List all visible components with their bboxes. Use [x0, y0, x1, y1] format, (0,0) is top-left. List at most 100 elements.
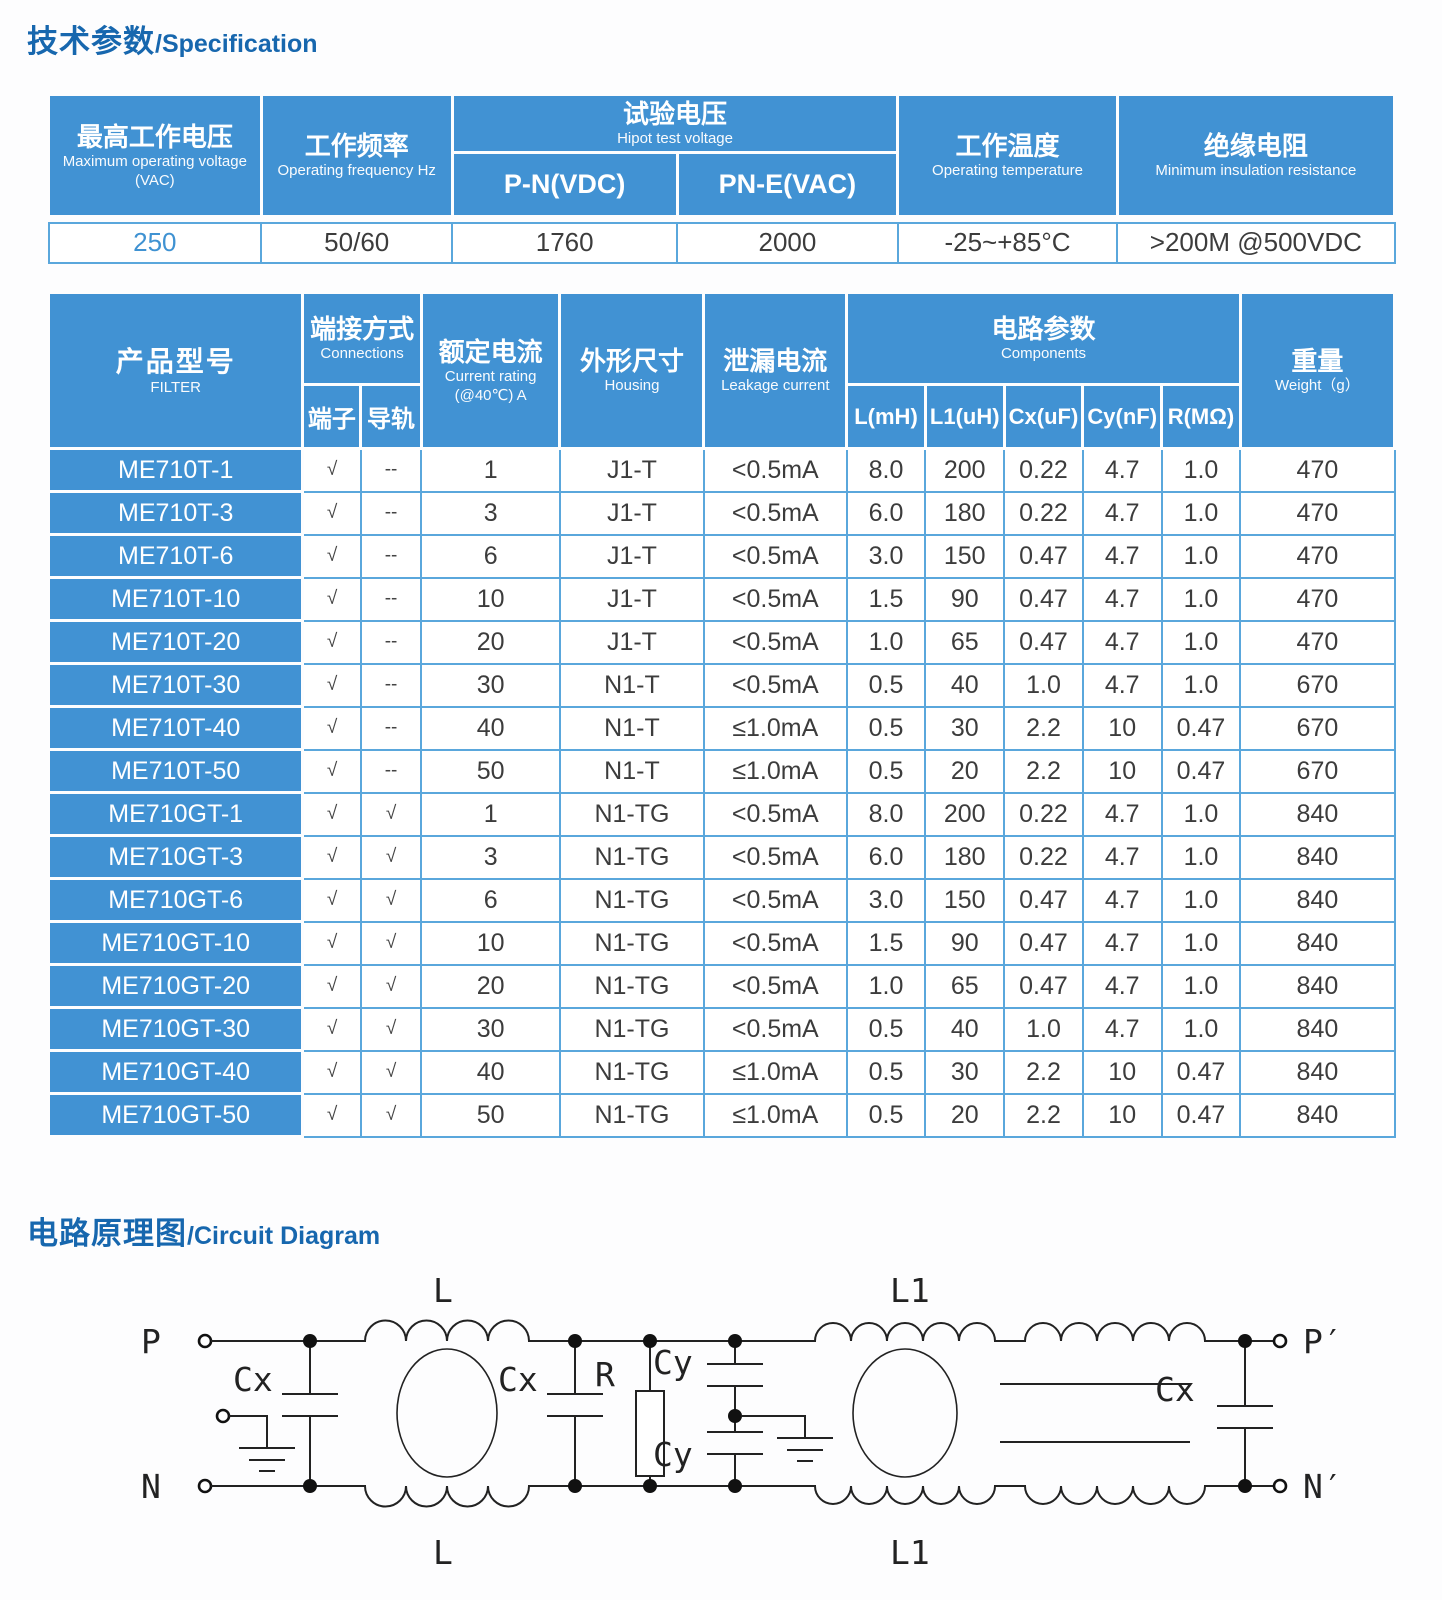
header-connections-en: Connections [320, 345, 404, 363]
cell-l1: 30 [924, 705, 1006, 751]
cell-l: 8.0 [845, 791, 927, 837]
section-title-circuit-zh: 电路原理图 [27, 1216, 187, 1251]
cell-housing: J1-T [558, 576, 705, 622]
cell-housing: N1-T [558, 748, 705, 794]
cell-weight: 470 [1239, 490, 1396, 536]
cell-r: 1.0 [1160, 920, 1242, 966]
cell-terminal: √ [301, 748, 362, 794]
cell-l1: 200 [924, 791, 1006, 837]
header-connections: 端接方式 Connections [301, 291, 423, 386]
terminal-n-icon [197, 1478, 213, 1494]
cell-housing: N1-TG [558, 1049, 705, 1095]
cell-rail: √ [359, 1049, 423, 1095]
cell-l1: 40 [924, 1006, 1006, 1052]
cell-r: 1.0 [1160, 662, 1242, 708]
cell-weight: 840 [1239, 1049, 1396, 1095]
cell-current: 6 [420, 533, 561, 579]
cell-cy: 4.7 [1081, 576, 1163, 622]
cell-terminal: √ [301, 490, 362, 536]
top-rail-wire [211, 1319, 1274, 1342]
inductor-l-top-label: L [433, 1271, 453, 1310]
spec-summary-table: 最高工作电压 Maximum operating voltage (VAC) 工… [47, 93, 1397, 264]
terminal-p-out-icon [1272, 1333, 1288, 1349]
cell-weight: 470 [1239, 619, 1396, 665]
cell-terminal: √ [301, 834, 362, 880]
cell-current: 50 [420, 748, 561, 794]
capacitor-cx3-label: Cx [1155, 1370, 1195, 1409]
capacitor-cx2 [547, 1341, 603, 1486]
header-frequency: 工作频率 Operating frequency Hz [259, 93, 454, 218]
cell-r: 0.47 [1160, 748, 1242, 794]
cell-model: ME710GT-30 [46, 1006, 305, 1052]
cell-terminal: √ [301, 791, 362, 837]
cell-rail: -- [359, 748, 423, 794]
header-max-voltage-zh: 最高工作电压 [76, 121, 233, 152]
header-din-rail: 导轨 [359, 383, 423, 450]
cell-model: ME710T-50 [46, 748, 305, 794]
header-current-en2: (@40℃) A [454, 386, 527, 404]
value-max-voltage: 250 [47, 221, 263, 264]
cell-weight: 670 [1239, 748, 1396, 794]
header-weight-zh: 重量 [1291, 345, 1344, 376]
cell-model: ME710GT-20 [46, 963, 305, 1009]
cell-current: 1 [420, 791, 561, 837]
cell-model: ME710T-3 [46, 490, 305, 536]
cell-terminal: √ [301, 1049, 362, 1095]
header-components-zh: 电路参数 [991, 313, 1096, 344]
cell-model: ME710T-30 [46, 662, 305, 708]
cell-r: 1.0 [1160, 1006, 1242, 1052]
cell-l: 6.0 [845, 834, 927, 880]
cell-rail: √ [359, 920, 423, 966]
capacitor-cx1 [282, 1341, 338, 1486]
cell-r: 1.0 [1160, 963, 1242, 1009]
junction-dots [303, 1334, 1252, 1493]
cell-weight: 840 [1239, 1006, 1396, 1052]
cell-cy: 4.7 [1081, 791, 1163, 837]
cell-r: 1.0 [1160, 576, 1242, 622]
header-housing-zh: 外形尺寸 [579, 345, 684, 376]
cell-weight: 840 [1239, 1092, 1396, 1138]
cell-l1: 40 [924, 662, 1006, 708]
cell-terminal: √ [301, 1006, 362, 1052]
header-max-voltage: 最高工作电压 Maximum operating voltage (VAC) [47, 93, 263, 218]
cell-rail: -- [359, 662, 423, 708]
cell-l: 0.5 [845, 748, 927, 794]
header-insulation-en: Minimum insulation resistance [1155, 162, 1357, 180]
spec-values-row: 250 50/60 1760 2000 -25~+85°C >200M @500… [47, 221, 1396, 264]
table-row: ME710GT-10 √ √ 10 N1-TG <0.5mA 1.5 90 0.47 4.7 1.0… [46, 920, 1396, 966]
cell-cx: 0.47 [1003, 920, 1084, 966]
cell-l1: 90 [924, 920, 1006, 966]
header-max-voltage-en: Maximum operating voltage (VAC) [62, 153, 262, 189]
inductor-l1-bottom-label: L1 [890, 1533, 930, 1572]
table-row: ME710GT-50 √ √ 50 N1-TG ≤1.0mA 0.5 20 2.2 10 0.47 8… [46, 1092, 1396, 1138]
cell-current: 20 [420, 963, 561, 1009]
table-row: ME710GT-3 √ √ 3 N1-TG <0.5mA 6.0 180 0.22 4.7 1.0 8… [46, 834, 1396, 880]
cell-current: 10 [420, 576, 561, 622]
header-weight: 重量 Weight（g） [1238, 291, 1397, 450]
table-row: ME710T-50 √ -- 50 N1-T ≤1.0mA 0.5 20 2.2 10 0.47 67… [46, 748, 1396, 794]
header-temperature: 工作温度 Operating temperature [896, 93, 1119, 218]
cell-r: 0.47 [1160, 705, 1242, 751]
product-table: 产品型号 FILTER 端接方式 Connections 额定电流 Curren… [46, 291, 1397, 1138]
cell-cy: 4.7 [1081, 920, 1163, 966]
cell-housing: J1-T [558, 490, 705, 536]
terminal-n-out-icon [1272, 1478, 1288, 1494]
cell-terminal: √ [301, 533, 362, 579]
cell-cy: 10 [1081, 748, 1163, 794]
cell-terminal: √ [301, 963, 362, 1009]
header-hipot: 试验电压 Hipot test voltage [450, 93, 900, 154]
cell-cy: 10 [1081, 705, 1163, 751]
resistor-r [635, 1341, 665, 1486]
cell-cy: 4.7 [1081, 963, 1163, 1009]
cell-l: 0.5 [845, 662, 927, 708]
terminal-label-n: N [141, 1467, 161, 1506]
cell-rail: √ [359, 834, 423, 880]
cell-weight: 840 [1239, 963, 1396, 1009]
cell-l: 1.0 [845, 619, 927, 665]
cell-model: ME710GT-10 [46, 920, 305, 966]
header-terminal: 端子 [301, 383, 363, 450]
header-l1-uh: L1(uH) [923, 383, 1006, 450]
header-insulation-zh: 绝缘电阻 [1203, 130, 1308, 161]
inductor-l1-top-label: L1 [890, 1271, 930, 1310]
table-row: ME710GT-40 √ √ 40 N1-TG ≤1.0mA 0.5 30 2.2 10 0.47 8… [46, 1049, 1396, 1095]
